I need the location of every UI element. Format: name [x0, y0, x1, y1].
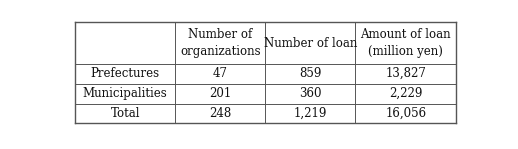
Text: Number of
organizations: Number of organizations — [180, 28, 261, 58]
Text: Number of loan: Number of loan — [264, 37, 357, 50]
Text: 248: 248 — [209, 107, 232, 120]
Text: 13,827: 13,827 — [385, 67, 426, 80]
Text: 360: 360 — [299, 87, 322, 100]
Text: 16,056: 16,056 — [385, 107, 426, 120]
Text: 47: 47 — [213, 67, 228, 80]
Text: Total: Total — [110, 107, 140, 120]
Text: 1,219: 1,219 — [294, 107, 327, 120]
Text: 859: 859 — [299, 67, 322, 80]
Text: Prefectures: Prefectures — [91, 67, 160, 80]
Text: Amount of loan
(million yen): Amount of loan (million yen) — [361, 28, 451, 58]
Text: 2,229: 2,229 — [389, 87, 423, 100]
Text: 201: 201 — [209, 87, 232, 100]
Text: Municipalities: Municipalities — [83, 87, 167, 100]
